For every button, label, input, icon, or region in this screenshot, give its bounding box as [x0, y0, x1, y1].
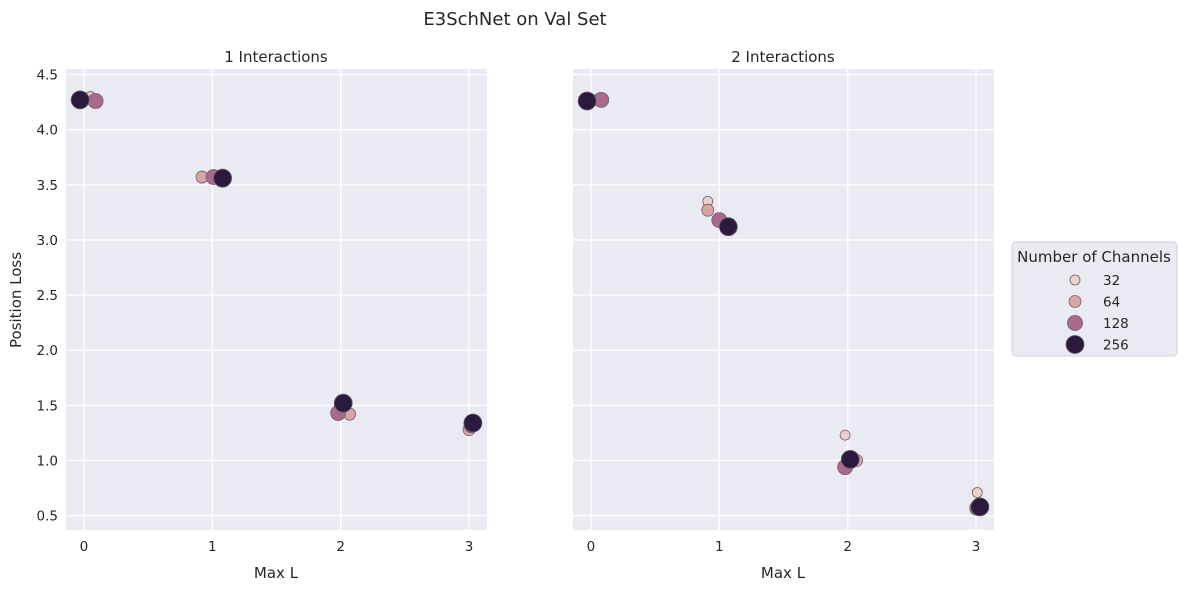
legend-box [1011, 241, 1178, 357]
x-tick-label: 1 [715, 539, 724, 555]
legend-marker-256 [1065, 335, 1085, 354]
x-tick-labels: 0 1 2 3 [587, 539, 981, 555]
data-point-256-channels [463, 413, 483, 433]
y-tick-label: 4.0 [37, 123, 58, 139]
legend-label-256: 256 [1103, 338, 1129, 354]
x-tick-label: 1 [208, 539, 217, 555]
y-tick-label: 0.5 [37, 509, 58, 525]
gridlines [66, 69, 487, 530]
y-tick-label: 3.0 [37, 233, 58, 249]
data-point-256-channels [840, 450, 860, 469]
panel-title: 1 Interactions [224, 48, 328, 66]
chart-title: E3SchNet on Val Set [423, 9, 606, 30]
plot-area [573, 69, 994, 530]
x-tick-label: 2 [843, 539, 852, 555]
y-tick-label: 4.5 [37, 68, 58, 84]
data-point-256-channels [70, 90, 90, 110]
legend-label-32: 32 [1103, 273, 1120, 289]
x-tick-label: 0 [80, 539, 89, 555]
x-tick-labels: 0 1 2 3 [80, 539, 474, 555]
panel-2-interactions: 0 1 2 3 2 Interactions Max L [573, 48, 994, 582]
legend-marker-32 [1069, 274, 1081, 286]
legend-entries: 32 64 128 256 [1065, 273, 1129, 354]
data-point-256-channels [213, 168, 232, 188]
y-tick-labels: 0.5 1.0 1.5 2.0 2.5 3.0 3.5 4.0 4.5 [37, 68, 58, 525]
legend-label-64: 64 [1103, 295, 1120, 311]
x-tick-label: 0 [587, 539, 596, 555]
data-point-256-channels [718, 217, 738, 237]
x-axis-label: Max L [761, 564, 806, 582]
data-point-32-channels [839, 429, 851, 441]
data-point-256-channels [333, 393, 353, 413]
legend-title: Number of Channels [1017, 248, 1171, 266]
panel-title: 2 Interactions [731, 48, 835, 66]
y-tick-label: 2.5 [37, 288, 58, 304]
data-point-256-channels [970, 497, 990, 517]
data-point-64-channels [701, 203, 715, 217]
x-tick-label: 2 [336, 539, 345, 555]
legend-marker-64 [1068, 295, 1082, 308]
y-axis-label: Position Loss [7, 252, 25, 348]
y-tick-label: 2.0 [37, 343, 58, 359]
legend-label-128: 128 [1103, 316, 1129, 332]
x-tick-label: 3 [465, 539, 474, 555]
x-tick-label: 3 [972, 539, 981, 555]
x-axis-label: Max L [254, 564, 299, 582]
scatter-points [577, 91, 990, 517]
data-point-256-channels [577, 91, 597, 111]
data-point-32-channels [971, 487, 983, 498]
y-tick-label: 1.5 [37, 398, 58, 414]
panel-1-interactions: 0 1 2 3 0.5 1.0 1.5 2.0 2.5 3.0 3.5 4.0 4.5 1 Inter… [7, 48, 487, 582]
y-tick-label: 3.5 [37, 178, 58, 194]
y-tick-label: 1.0 [37, 454, 58, 470]
plot-area [66, 69, 487, 530]
legend-marker-128 [1067, 315, 1083, 331]
legend: Number of Channels 32 64 128 256 [1011, 241, 1178, 357]
scatter-points [70, 90, 483, 437]
gridlines [573, 69, 994, 530]
data-point-128-channels [87, 93, 104, 109]
